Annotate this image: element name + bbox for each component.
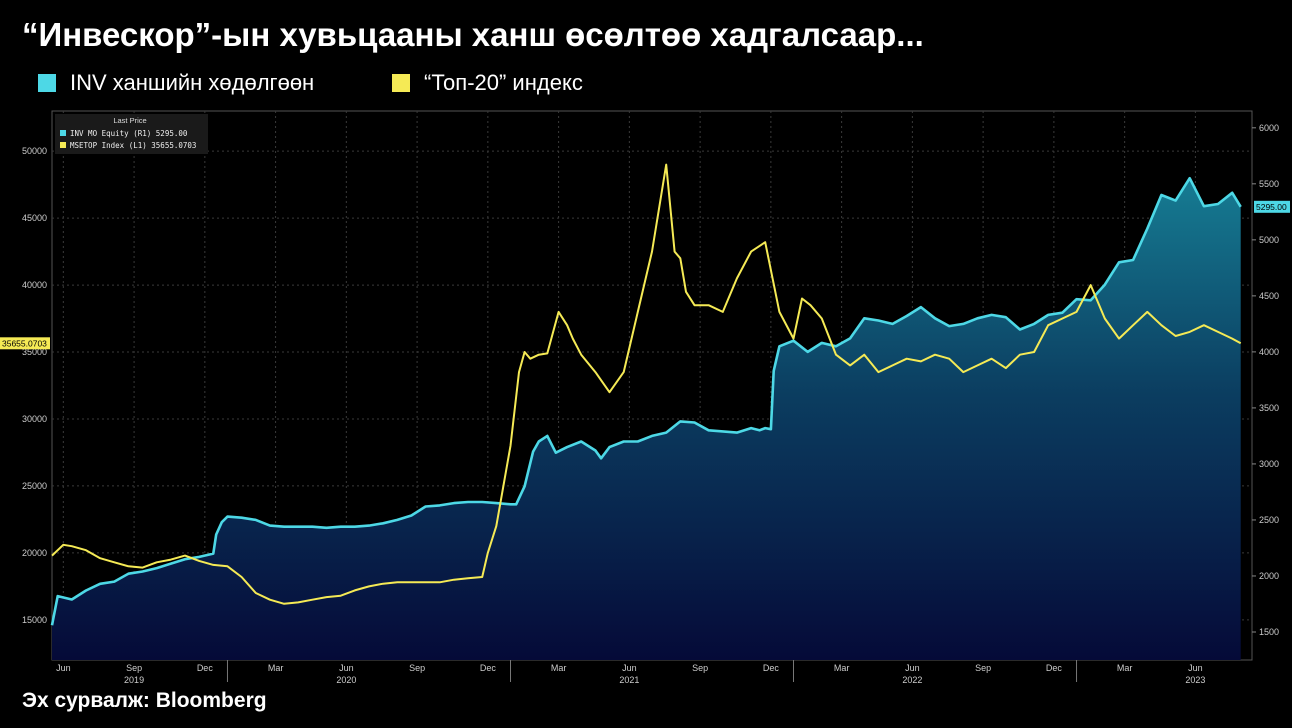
right-tick-label: 4500 <box>1259 291 1279 301</box>
right-tick-label: 3000 <box>1259 459 1279 469</box>
year-label: 2020 <box>336 675 356 685</box>
right-tick-label: 6000 <box>1259 123 1279 133</box>
top20-series-line <box>51 163 1242 605</box>
svg-text:35655.0703: 35655.0703 <box>2 338 47 348</box>
right-tick-label: 2500 <box>1259 515 1279 525</box>
x-tick-label: Dec <box>480 663 497 673</box>
source-note: Эх сурвалж: Bloomberg <box>22 689 267 712</box>
legend-item-top20: “Топ-20” индекс <box>392 70 583 96</box>
x-tick-label: Mar <box>551 663 567 673</box>
x-tick-label: Dec <box>1046 663 1063 673</box>
right-tick-label: 3500 <box>1259 403 1279 413</box>
inner-legend: Last Price INV MO Equity (R1) 5295.00 MS… <box>55 114 208 154</box>
left-tick-label: 45000 <box>22 213 47 223</box>
right-tick-label: 4000 <box>1259 347 1279 357</box>
svg-text:5295.00: 5295.00 <box>1256 202 1287 212</box>
chart-title: “Инвескор”-ын хувьцааны ханш өсөлтөө хад… <box>22 16 924 53</box>
x-tick-label: Jun <box>622 663 637 673</box>
x-tick-label: Mar <box>268 663 284 673</box>
left-tick-label: 50000 <box>22 146 47 156</box>
last-value-left-tag: 35655.0703 <box>0 337 50 350</box>
x-tick-label: Sep <box>409 663 425 673</box>
x-tick-label: Jun <box>905 663 920 673</box>
legend-swatch-inv <box>38 74 56 92</box>
chart-plot: 15000 20000 25000 30000 35000 40000 45000 50000… <box>0 110 1290 685</box>
x-tick-label: Mar <box>1117 663 1133 673</box>
left-tick-label: 35000 <box>22 347 47 357</box>
year-label: 2019 <box>124 675 144 685</box>
right-tick-label: 2000 <box>1259 571 1279 581</box>
inner-legend-swatch-top20 <box>60 142 66 148</box>
x-tick-label: Mar <box>834 663 850 673</box>
inv-series-line <box>50 176 1242 626</box>
x-tick-label: Jun <box>1188 663 1203 673</box>
right-axis: 1500 2000 2500 3000 3500 4000 4500 5000 5500 6000 <box>1252 123 1279 637</box>
x-tick-label: Sep <box>975 663 991 673</box>
x-axis: Jun Sep Dec Mar Jun Sep Dec Mar Jun Sep Dec Mar Jun S… <box>56 660 1205 685</box>
year-label: 2023 <box>1185 675 1205 685</box>
left-tick-label: 25000 <box>22 481 47 491</box>
year-label: 2022 <box>902 675 922 685</box>
legend-swatch-top20 <box>392 74 410 92</box>
left-tick-label: 40000 <box>22 280 47 290</box>
x-tick-label: Dec <box>197 663 214 673</box>
inner-legend-box <box>55 114 208 154</box>
x-tick-label: Jun <box>339 663 354 673</box>
legend-label-inv: INV ханшийн хөдөлгөөн <box>70 70 315 95</box>
left-tick-label: 30000 <box>22 414 47 424</box>
left-axis: 15000 20000 25000 30000 35000 40000 45000 50000 <box>22 146 47 625</box>
right-tick-label: 5500 <box>1259 179 1279 189</box>
inner-legend-swatch-inv <box>60 130 66 136</box>
inner-legend-heading: Last Price <box>113 116 146 125</box>
legend-item-inv: INV ханшийн хөдөлгөөн <box>38 70 314 96</box>
x-tick-label: Dec <box>763 663 780 673</box>
inner-legend-row-top20: MSETOP Index (L1) 35655.0703 <box>70 141 196 150</box>
year-label: 2021 <box>619 675 639 685</box>
inner-legend-row-inv: INV MO Equity (R1) 5295.00 <box>70 129 188 138</box>
last-value-right-tag: 5295.00 <box>1254 200 1290 213</box>
left-tick-label: 20000 <box>22 548 47 558</box>
left-tick-label: 15000 <box>22 615 47 625</box>
right-tick-label: 1500 <box>1259 627 1279 637</box>
x-tick-label: Sep <box>692 663 708 673</box>
inv-area <box>52 178 1241 660</box>
x-tick-label: Jun <box>56 663 71 673</box>
legend-label-top20: “Топ-20” индекс <box>424 70 583 95</box>
right-tick-label: 5000 <box>1259 235 1279 245</box>
x-tick-label: Sep <box>126 663 142 673</box>
